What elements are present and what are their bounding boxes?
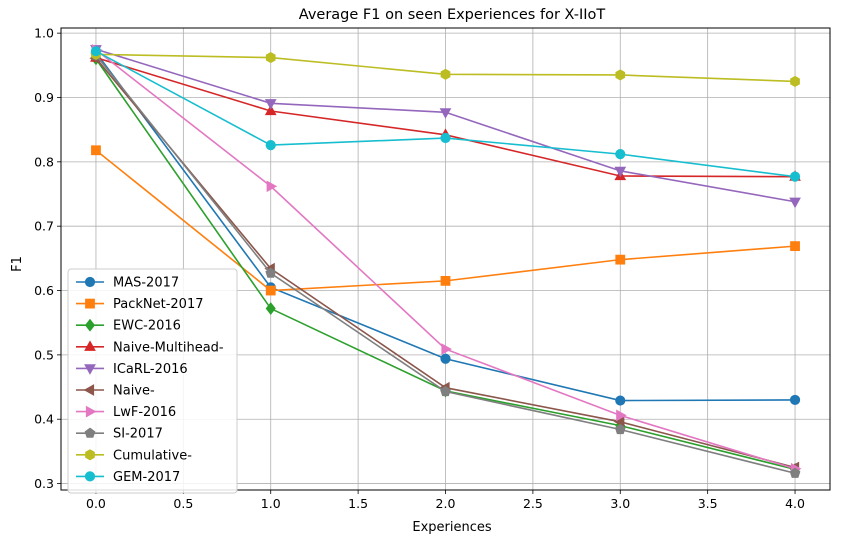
data-point xyxy=(90,46,102,57)
data-point xyxy=(440,275,451,286)
legend-marker xyxy=(84,471,96,482)
y-tick-label: 0.4 xyxy=(34,412,54,427)
legend-label: LwF-2016 xyxy=(113,405,176,420)
legend-label: Naive- xyxy=(113,384,155,399)
x-tick-label: 1.0 xyxy=(261,496,281,511)
x-tick-label: 3.0 xyxy=(610,496,630,511)
data-point xyxy=(615,69,626,81)
data-point xyxy=(266,180,278,193)
data-point xyxy=(789,467,801,478)
series-si-2017 xyxy=(90,49,801,478)
legend-marker xyxy=(85,449,95,461)
series-layer xyxy=(89,44,802,478)
y-tick-label: 0.8 xyxy=(34,154,54,169)
data-point xyxy=(789,394,801,406)
legend-marker xyxy=(85,298,95,309)
data-point xyxy=(440,132,451,144)
y-tick-label: 0.7 xyxy=(34,219,54,234)
data-point xyxy=(264,104,277,116)
data-point xyxy=(441,343,452,355)
legend-marker xyxy=(83,384,95,396)
data-point xyxy=(440,353,451,364)
legend-marker xyxy=(84,427,96,438)
data-point xyxy=(614,423,626,435)
data-point xyxy=(790,75,800,87)
x-tick-label: 2.0 xyxy=(436,496,456,511)
x-tick-label: 0.5 xyxy=(173,496,193,511)
legend-label: EWC-2016 xyxy=(113,319,181,334)
data-point xyxy=(265,140,276,151)
legend-marker xyxy=(84,364,96,375)
data-point xyxy=(790,241,800,252)
y-tick-label: 0.9 xyxy=(34,90,54,105)
y-axis-label: F1 xyxy=(10,256,25,272)
data-point xyxy=(615,395,626,406)
legend-item: PackNet-2017 xyxy=(76,297,204,312)
legend-item: GEM-2017 xyxy=(76,470,180,485)
legend-label: Cumulative- xyxy=(113,448,192,463)
legend-item: ICaRL-2016 xyxy=(76,362,188,377)
data-point xyxy=(615,254,626,265)
x-tick-label: 3.5 xyxy=(698,496,718,511)
legend-item: Cumulative- xyxy=(76,448,192,463)
legend-label: SI-2017 xyxy=(113,427,163,442)
legend-item: EWC-2016 xyxy=(76,319,181,334)
legend-label: ICaRL-2016 xyxy=(113,362,188,377)
y-tick-label: 0.5 xyxy=(34,347,54,362)
data-point xyxy=(265,285,276,296)
data-point xyxy=(615,149,626,160)
data-point xyxy=(789,197,801,209)
legend-item: SI-2017 xyxy=(76,427,163,442)
y-tick-label: 1.0 xyxy=(34,26,54,41)
legend-item: MAS-2017 xyxy=(76,276,179,291)
chart-title: Average F1 on seen Experiences for X-IIo… xyxy=(299,7,606,23)
y-tick-label: 0.6 xyxy=(34,283,54,298)
data-point xyxy=(440,68,451,80)
x-tick-label: 1.5 xyxy=(348,496,368,511)
legend: MAS-2017 PackNet-2017 EWC-2016 Naive-Multih… xyxy=(67,268,238,494)
data-point xyxy=(91,145,101,156)
ticks: 0.0 0.5 1.0 1.5 2.0 2.5 3.0 3.5 4.0 0.3 0.4 0.5 0.6 0… xyxy=(34,26,805,511)
legend-item: LwF-2016 xyxy=(76,405,176,420)
legend-marker xyxy=(84,276,96,288)
data-point xyxy=(614,166,627,178)
data-point xyxy=(616,409,627,422)
data-point xyxy=(439,108,452,119)
series-packnet-2017 xyxy=(91,145,800,296)
legend-marker xyxy=(85,405,97,418)
legend-label: MAS-2017 xyxy=(113,276,179,291)
legend-item: Naive-Multihead- xyxy=(76,340,224,355)
x-axis-label: Experiences xyxy=(412,520,491,535)
legend-label: Naive-Multihead- xyxy=(113,340,224,355)
legend-marker xyxy=(84,318,96,332)
data-point xyxy=(265,267,277,278)
data-point xyxy=(789,171,801,182)
legend-marker xyxy=(84,340,96,351)
x-tick-label: 4.0 xyxy=(785,496,805,511)
data-point xyxy=(265,302,276,315)
legend-box xyxy=(67,268,238,494)
data-point xyxy=(440,385,451,397)
y-tick-label: 0.3 xyxy=(34,476,54,491)
x-tick-label: 2.5 xyxy=(523,496,543,511)
legend-label: GEM-2017 xyxy=(113,470,180,485)
legend-label: PackNet-2017 xyxy=(113,297,204,312)
data-point xyxy=(264,99,277,110)
legend-item: Naive- xyxy=(76,384,155,399)
x-tick-label: 0.0 xyxy=(86,496,106,511)
series-gem-2017 xyxy=(90,46,801,182)
data-point xyxy=(265,52,276,64)
